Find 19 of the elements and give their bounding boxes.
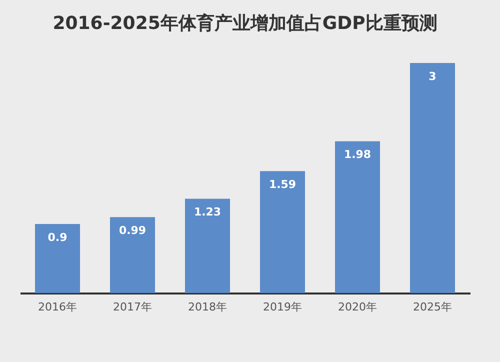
bar <box>35 224 80 293</box>
bar <box>335 141 380 293</box>
x-tick-label: 2025年 <box>413 300 452 314</box>
bar <box>410 63 455 293</box>
x-tick-label: 2018年 <box>188 300 227 314</box>
chart-title: 2016-2025年体育产业增加值占GDP比重预测 <box>52 12 438 34</box>
data-label: 0.9 <box>48 231 68 244</box>
data-label: 1.23 <box>194 206 222 219</box>
bar <box>185 198 230 293</box>
x-tick-label: 2017年 <box>113 300 152 314</box>
x-tick-label: 2020年 <box>338 300 377 314</box>
data-label: 0.99 <box>118 224 146 238</box>
x-tick-label: 2016年 <box>38 300 77 314</box>
data-label: 3 <box>428 70 436 83</box>
bar <box>260 171 305 293</box>
data-label: 1.98 <box>344 148 372 162</box>
data-label: 1.59 <box>268 178 296 192</box>
x-tick-label: 2019年 <box>263 300 302 314</box>
bar <box>110 217 155 293</box>
